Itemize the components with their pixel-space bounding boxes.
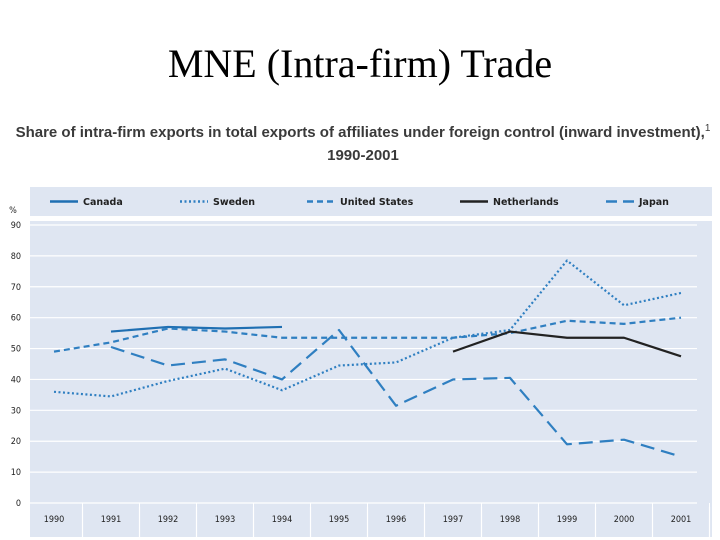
x-label-background bbox=[30, 507, 712, 537]
chart-title: Share of intra-firm exports in total exp… bbox=[8, 117, 718, 167]
chart-title-footnote-mark: 1 bbox=[704, 123, 711, 134]
x-tick-label: 1990 bbox=[44, 515, 65, 525]
chart-title-text: Share of intra-firm exports in total exp… bbox=[15, 124, 705, 141]
slide-title: MNE (Intra-firm) Trade bbox=[167, 41, 553, 86]
x-tick-label: 1996 bbox=[386, 515, 407, 525]
y-tick-label: 10 bbox=[11, 468, 21, 478]
x-tick-label: 1994 bbox=[272, 515, 293, 525]
y-tick-label: 40 bbox=[11, 375, 21, 385]
legend-background bbox=[30, 187, 712, 216]
x-tick-label: 1995 bbox=[329, 515, 350, 525]
y-tick-label: 20 bbox=[11, 437, 21, 447]
legend-label-sweden: Sweden bbox=[213, 197, 255, 208]
chart-subtitle: 1990-2001 bbox=[327, 147, 399, 164]
x-tick-label: 1991 bbox=[101, 515, 122, 525]
legend-label-japan: Japan bbox=[638, 197, 669, 208]
legend-label-netherlands: Netherlands bbox=[493, 197, 559, 208]
legend-label-united-states: United States bbox=[340, 197, 414, 208]
legend-label-canada: Canada bbox=[83, 197, 123, 208]
x-tick-label: 1992 bbox=[158, 515, 179, 525]
series-line-netherlands bbox=[452, 330, 682, 358]
x-tick-label: 2001 bbox=[671, 515, 692, 525]
y-tick-label: 0 bbox=[16, 499, 21, 509]
x-tick-label: 1999 bbox=[557, 515, 578, 525]
x-tick-label: 1998 bbox=[500, 515, 521, 525]
y-axis-label: % bbox=[9, 206, 17, 216]
series-line-japan bbox=[110, 328, 682, 458]
x-tick-label: 2000 bbox=[614, 515, 635, 525]
y-tick-label: 50 bbox=[11, 345, 21, 355]
series-line-sweden bbox=[53, 259, 682, 398]
y-tick-label: 60 bbox=[11, 314, 21, 324]
y-tick-label: 90 bbox=[11, 221, 21, 231]
y-tick-label: 80 bbox=[11, 252, 21, 262]
y-tick-label: 30 bbox=[11, 406, 21, 416]
y-tick-label: 70 bbox=[11, 283, 21, 293]
x-tick-label: 1993 bbox=[215, 515, 236, 525]
series-line-canada bbox=[110, 325, 283, 333]
x-tick-label: 1997 bbox=[443, 515, 464, 525]
